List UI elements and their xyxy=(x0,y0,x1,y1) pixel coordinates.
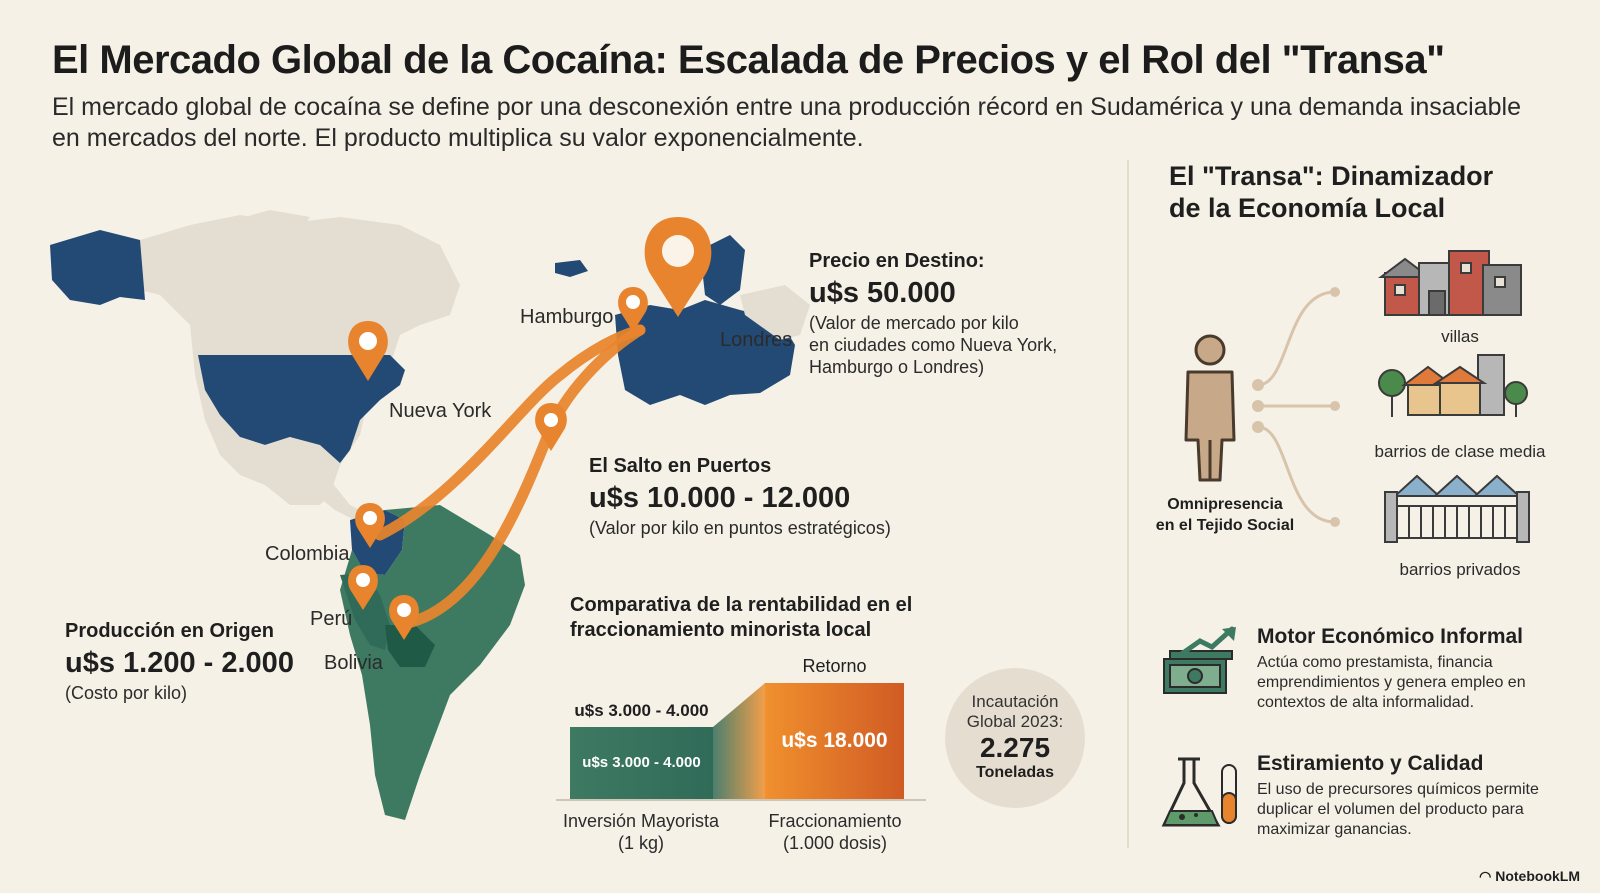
wholesale-bar-label: u$s 3.000 - 4.000 xyxy=(582,754,701,771)
villas-icon xyxy=(1378,250,1522,316)
money-growth-icon xyxy=(1163,626,1236,694)
pin-peru xyxy=(348,565,378,610)
branch-connectors xyxy=(1257,290,1336,524)
comparison-title-line2: fraccionamiento minorista local xyxy=(570,619,872,641)
iceland-shape xyxy=(555,260,588,277)
transa-title-line2: de la Economía Local xyxy=(1169,193,1446,223)
transa-title-line1: El "Transa": Dinamizador xyxy=(1169,161,1494,191)
person-label-line1: Omnipresencia xyxy=(1167,496,1283,513)
seizure-line2: Global 2023: xyxy=(966,712,1064,731)
connector-dots xyxy=(1252,287,1340,527)
person-icon xyxy=(1184,334,1236,482)
origin-price: u$s 1.200 - 2.000 xyxy=(65,647,294,679)
right-axis-label-1: Fraccionamiento xyxy=(768,811,902,831)
comparison-title-line1: Comparativa de la rentabilidad en el xyxy=(570,594,913,616)
origin-block: Producción en Origen u$s 1.200 - 2.000 (… xyxy=(65,620,294,704)
usa-shape xyxy=(198,355,405,463)
bar-connector xyxy=(713,683,765,799)
destination-note-1: (Valor de mercado por kilo xyxy=(809,313,1019,333)
right-top-label: Retorno xyxy=(802,656,867,676)
pin-ports xyxy=(535,403,567,451)
transa-diagram xyxy=(1184,250,1530,543)
left-axis-label: Inversión Mayorista (1 kg) xyxy=(556,810,726,854)
right-axis-label: Fraccionamiento (1.000 dosis) xyxy=(750,810,920,854)
section-divider xyxy=(1127,160,1129,848)
route-colombia-europe xyxy=(374,324,646,541)
origin-note: (Costo por kilo) xyxy=(65,683,188,703)
feature-1-body: Actúa como prestamista, financia emprend… xyxy=(1257,654,1526,711)
central-america-land xyxy=(240,437,370,523)
alaska-shape xyxy=(50,230,145,305)
seizure-circle: Incautación Global 2023: 2.275 Toneladas xyxy=(945,668,1085,808)
retail-bar-label: u$s 18.000 xyxy=(781,729,888,752)
gated-community-icon xyxy=(1384,474,1530,543)
chart-baseline xyxy=(556,799,926,801)
comparison-title: Comparativa de la rentabilidad en el fra… xyxy=(570,593,912,643)
city-label-nueva-york: Nueva York xyxy=(389,400,492,422)
feature-1-title: Motor Económico Informal xyxy=(1257,625,1524,648)
destination-note-2: en ciudades como Nueva York, xyxy=(809,335,1058,355)
seizure-unit: Toneladas xyxy=(976,764,1054,781)
origin-heading: Producción en Origen xyxy=(65,620,274,642)
europe-shape xyxy=(615,300,795,405)
page-title: El Mercado Global de la Cocaína: Escalad… xyxy=(52,38,1445,82)
world-map xyxy=(50,210,810,820)
bolivia-shape xyxy=(385,625,435,667)
seizure-value: 2.275 xyxy=(979,732,1051,763)
south-america-land xyxy=(340,505,525,820)
route-bolivia-europe xyxy=(402,324,646,629)
city-label-londres: Londres xyxy=(720,329,793,351)
destination-heading: Precio en Destino: xyxy=(809,250,985,272)
transa-title: El "Transa": Dinamizador de la Economía … xyxy=(1169,160,1493,224)
pin-nueva-york xyxy=(348,321,388,381)
left-axis-label-1: Inversión Mayorista xyxy=(562,811,720,831)
ports-heading: El Salto en Puertos xyxy=(589,455,772,477)
left-axis-label-2: (1 kg) xyxy=(617,833,664,853)
feature-stretching-quality: Estiramiento y Calidad El uso de precurs… xyxy=(1257,752,1557,840)
branch-label-villas: villas xyxy=(1441,327,1479,346)
left-top-label: u$s 3.000 - 4.000 xyxy=(574,701,709,720)
feature-informal-engine: Motor Económico Informal Actúa como pres… xyxy=(1257,625,1557,713)
destination-block: Precio en Destino: u$s 50.000 (Valor de … xyxy=(809,250,1057,378)
person-label: Omnipresencia en el Tejido Social xyxy=(1135,494,1315,536)
seizure-line1: Incautación xyxy=(971,692,1059,711)
feature-2-title: Estiramiento y Calidad xyxy=(1257,752,1484,775)
ports-note: (Valor por kilo en puntos estratégicos) xyxy=(589,518,891,538)
brand-text: NotebookLM xyxy=(1495,868,1580,884)
ports-block: El Salto en Puertos u$s 10.000 - 12.000 … xyxy=(589,455,891,539)
city-label-colombia: Colombia xyxy=(265,543,350,565)
pin-hamburgo xyxy=(618,287,648,332)
pin-london xyxy=(644,217,712,317)
retail-bar: u$s 18.000 xyxy=(765,683,904,799)
branch-label-gated: barrios privados xyxy=(1399,560,1521,579)
greenland-land xyxy=(215,210,310,250)
wholesale-bar: u$s 3.000 - 4.000 xyxy=(570,727,713,799)
destination-note-3: Hamburgo o Londres) xyxy=(809,357,985,377)
city-label-hamburgo: Hamburgo xyxy=(520,306,614,328)
page-subtitle: El mercado global de cocaína se define p… xyxy=(52,93,1522,152)
city-label-bolivia: Bolivia xyxy=(324,652,383,674)
right-axis-label-2: (1.000 dosis) xyxy=(782,833,888,853)
city-label-peru: Perú xyxy=(310,608,353,630)
lab-flask-icon xyxy=(1161,757,1237,827)
feature-2-body: El uso de precursores químicos permite d… xyxy=(1257,781,1539,838)
notebooklm-icon: ◠ xyxy=(1479,868,1492,884)
person-label-line2: en el Tejido Social xyxy=(1155,517,1295,534)
branch-label-middle-class: barrios de clase media xyxy=(1374,442,1546,461)
brand-label: ◠ NotebookLM xyxy=(1479,868,1580,885)
pin-bolivia xyxy=(389,595,419,640)
ports-price: u$s 10.000 - 12.000 xyxy=(589,482,851,514)
destination-price: u$s 50.000 xyxy=(809,277,956,309)
middle-class-houses-icon xyxy=(1378,354,1528,417)
pin-colombia xyxy=(355,503,385,548)
eastern-europe-land xyxy=(740,285,810,340)
